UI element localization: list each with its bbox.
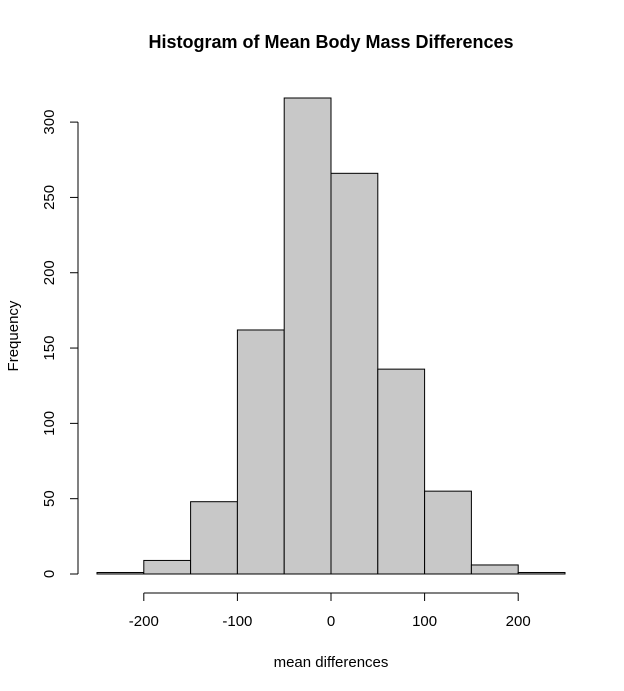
y-tick-label-3: 150 (41, 336, 58, 361)
x-axis-label: mean differences (274, 654, 389, 671)
y-tick-label-6: 300 (41, 110, 58, 135)
y-axis: 0 50 100 150 200 250 300 (41, 110, 79, 578)
x-tick-label-1: -100 (222, 613, 252, 630)
x-axis: -200 -100 0 100 200 (129, 592, 531, 630)
histogram-bar-2 (190, 501, 238, 575)
x-tick-label-3: 100 (412, 613, 437, 630)
histogram-bar-0 (96, 571, 145, 575)
histogram-bar-1 (143, 559, 192, 575)
histogram-bar-5 (330, 172, 379, 575)
x-tick-label-4: 200 (506, 613, 531, 630)
y-tick-label-1: 50 (41, 490, 58, 507)
histogram-bar-7 (424, 490, 472, 575)
histogram-bar-9 (517, 571, 566, 575)
histogram-bar-6 (377, 368, 426, 575)
y-tick-label-0: 0 (41, 570, 58, 578)
y-axis-label: Frequency (5, 300, 22, 371)
chart-title: Histogram of Mean Body Mass Differences (148, 32, 513, 52)
y-tick-label-5: 250 (41, 185, 58, 210)
x-tick-label-2: 0 (327, 613, 335, 630)
histogram-bar-3 (236, 329, 285, 575)
bars-group (96, 97, 566, 575)
y-tick-label-4: 200 (41, 260, 58, 285)
histogram-bar-8 (470, 564, 519, 575)
x-tick-label-0: -200 (129, 613, 159, 630)
y-tick-label-2: 100 (41, 411, 58, 436)
histogram-bar-4 (283, 97, 332, 575)
